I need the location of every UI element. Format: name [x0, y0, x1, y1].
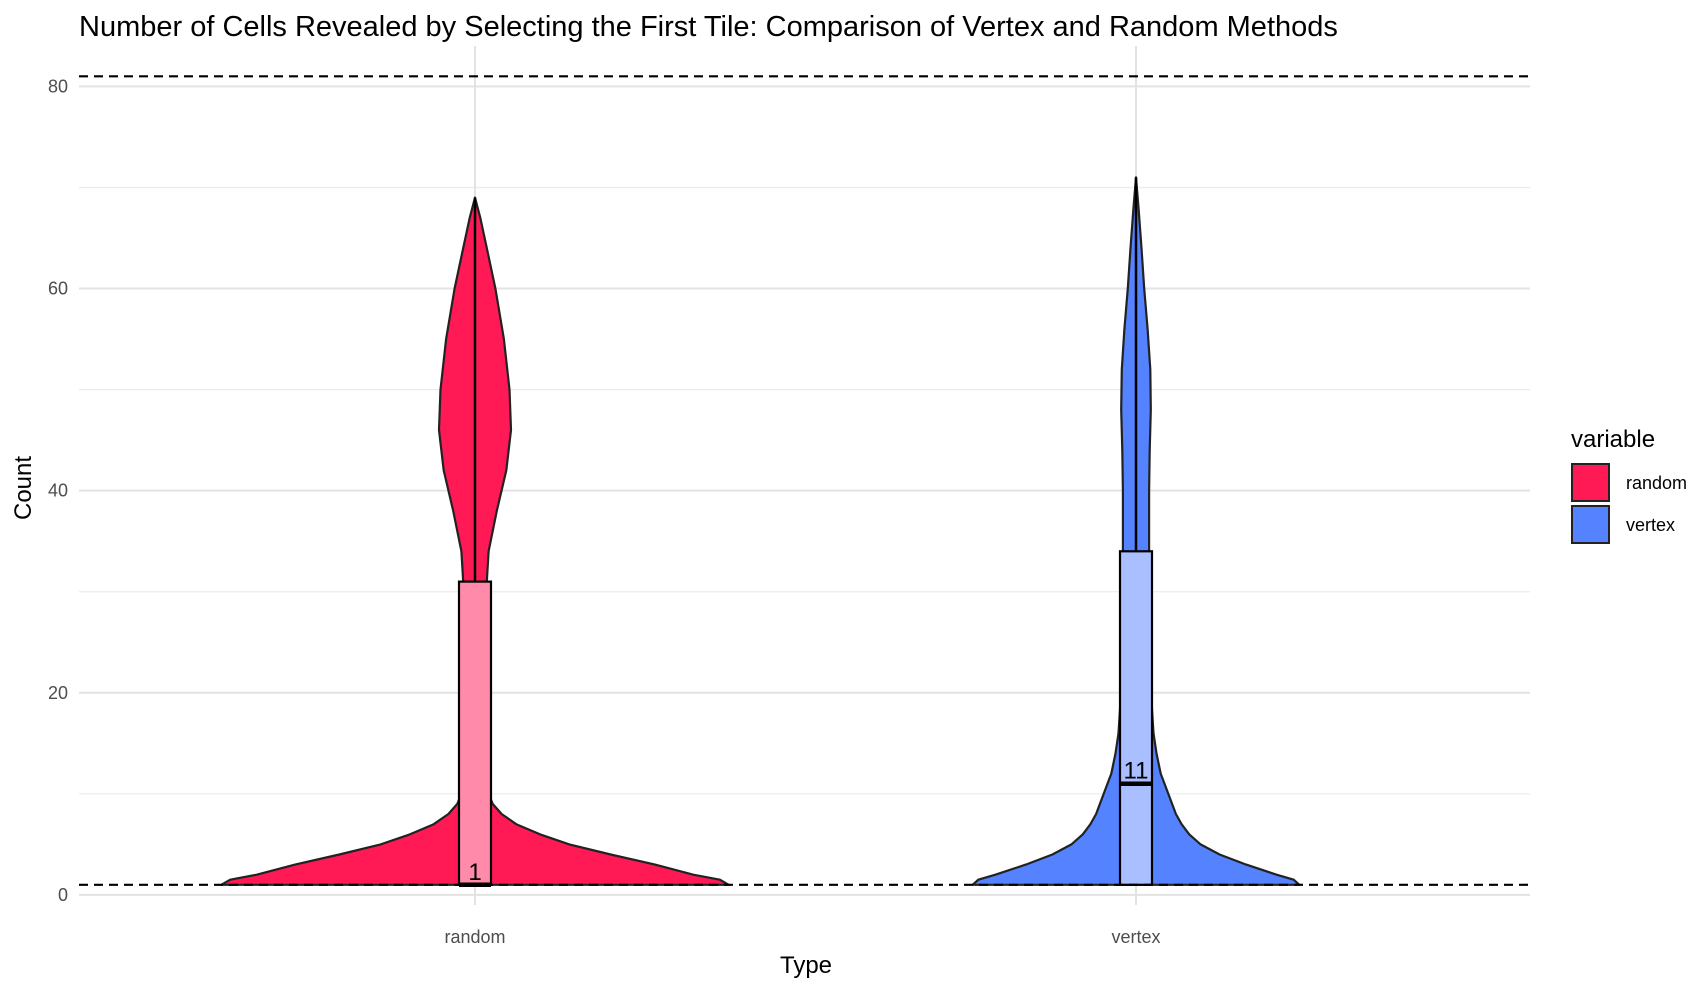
y-tick-label-0: 0 — [58, 885, 68, 905]
y-tick-label-60: 60 — [48, 279, 68, 299]
legend-item-random: random — [1571, 463, 1687, 502]
box-vertex — [1118, 550, 1154, 886]
median-label-random: 1 — [468, 859, 481, 886]
legend-item-vertex: vertex — [1571, 505, 1675, 544]
x-axis-title: Type — [780, 952, 832, 979]
box-random — [457, 580, 493, 886]
x-tick-label-vertex: vertex — [1111, 927, 1160, 947]
chart-title: Number of Cells Revealed by Selecting th… — [79, 11, 1338, 43]
y-tick-label-20: 20 — [48, 683, 68, 703]
x-tick-label-random: random — [444, 927, 505, 947]
y-tick-label-40: 40 — [48, 481, 68, 501]
y-tick-label-80: 80 — [48, 76, 68, 96]
legend-label-vertex: vertex — [1626, 515, 1675, 535]
median-label-vertex: 11 — [1124, 758, 1149, 785]
legend-label-random: random — [1626, 473, 1687, 493]
legend-swatch-vertex — [1571, 505, 1610, 544]
legend-swatch-random — [1571, 463, 1610, 502]
y-axis-title: Count — [10, 456, 37, 520]
legend-title: variable — [1571, 426, 1655, 453]
legend: random vertex — [1571, 463, 1687, 544]
